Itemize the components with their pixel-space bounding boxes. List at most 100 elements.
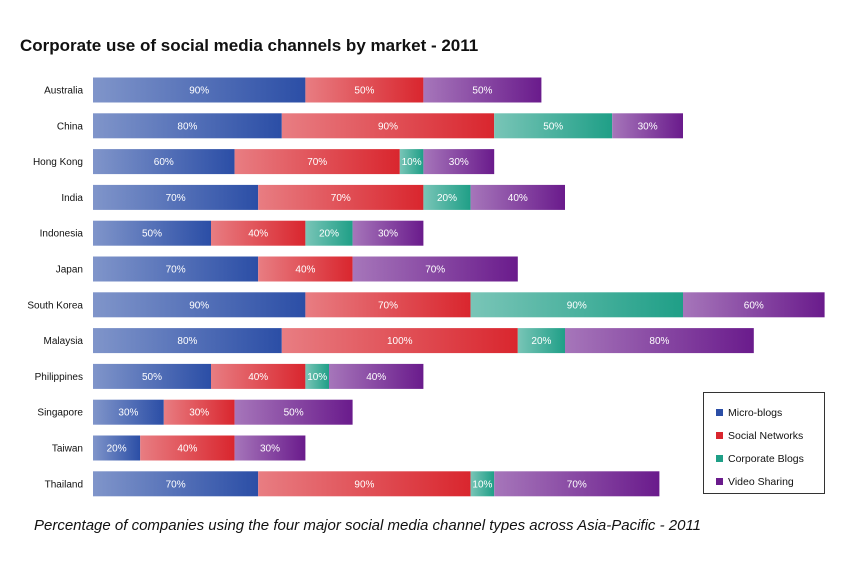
value-label-hong-kong-social-networks: 70%: [307, 157, 327, 168]
value-label-china-social-networks: 90%: [378, 121, 398, 132]
bar-thailand-corporate-blogs: [470, 471, 495, 497]
category-label-south-korea: South Korea: [27, 300, 83, 311]
value-label-australia-video-sharing: 50%: [472, 86, 492, 97]
value-label-philippines-micro-blogs: 50%: [142, 372, 162, 383]
bar-china-social-networks: [281, 113, 495, 139]
legend-swatch-video-sharing: [716, 478, 723, 485]
category-label-japan: Japan: [56, 265, 83, 276]
bar-malaysia-social-networks: [281, 328, 518, 354]
bar-india-video-sharing: [470, 184, 565, 210]
bar-indonesia-corporate-blogs: [305, 220, 353, 246]
value-label-philippines-corporate-blogs: 10%: [307, 372, 327, 383]
bar-singapore-video-sharing: [234, 399, 353, 425]
value-label-malaysia-corporate-blogs: 20%: [531, 336, 551, 347]
value-label-japan-video-sharing: 70%: [425, 265, 445, 276]
bar-australia-video-sharing: [423, 77, 542, 103]
value-label-indonesia-social-networks: 40%: [248, 229, 268, 240]
bar-taiwan-social-networks: [140, 435, 235, 461]
category-label-indonesia: Indonesia: [40, 229, 84, 240]
value-label-taiwan-micro-blogs: 20%: [107, 444, 127, 455]
value-label-south-korea-social-networks: 70%: [378, 300, 398, 311]
category-label-philippines: Philippines: [35, 372, 83, 383]
value-label-hong-kong-micro-blogs: 60%: [154, 157, 174, 168]
legend-item-micro-blogs: Micro-blogs: [716, 401, 824, 424]
bar-indonesia-video-sharing: [352, 220, 424, 246]
category-label-malaysia: Malaysia: [44, 336, 84, 347]
value-label-philippines-social-networks: 40%: [248, 372, 268, 383]
value-label-japan-social-networks: 40%: [295, 265, 315, 276]
category-label-china: China: [57, 121, 84, 132]
bar-indonesia-micro-blogs: [93, 220, 211, 246]
bar-taiwan-video-sharing: [234, 435, 306, 461]
value-label-india-corporate-blogs: 20%: [437, 193, 457, 204]
legend-label-micro-blogs: Micro-blogs: [728, 406, 783, 419]
bar-china-video-sharing: [612, 113, 683, 139]
bar-south-korea-social-networks: [305, 292, 471, 318]
bar-hong-kong-corporate-blogs: [399, 149, 424, 175]
legend: Micro-blogs Social Networks Corporate Bl…: [703, 392, 825, 494]
legend-item-video-sharing: Video Sharing: [716, 470, 824, 493]
category-label-australia: Australia: [44, 86, 83, 97]
value-label-australia-social-networks: 50%: [354, 86, 374, 97]
value-label-singapore-micro-blogs: 30%: [118, 408, 138, 419]
value-label-singapore-video-sharing: 50%: [284, 408, 304, 419]
value-label-taiwan-social-networks: 40%: [177, 444, 197, 455]
value-label-taiwan-video-sharing: 30%: [260, 444, 280, 455]
value-label-south-korea-micro-blogs: 90%: [189, 300, 209, 311]
value-label-hong-kong-corporate-blogs: 10%: [402, 157, 422, 168]
value-label-thailand-video-sharing: 70%: [567, 479, 587, 490]
legend-swatch-micro-blogs: [716, 409, 723, 416]
bar-south-korea-corporate-blogs: [470, 292, 683, 318]
value-label-india-video-sharing: 40%: [508, 193, 528, 204]
bar-philippines-social-networks: [211, 363, 306, 389]
bar-south-korea-video-sharing: [683, 292, 825, 318]
value-label-philippines-video-sharing: 40%: [366, 372, 386, 383]
value-label-india-social-networks: 70%: [331, 193, 351, 204]
value-label-australia-micro-blogs: 90%: [189, 86, 209, 97]
bar-malaysia-video-sharing: [565, 328, 754, 354]
bar-japan-video-sharing: [352, 256, 518, 282]
bar-hong-kong-social-networks: [234, 149, 400, 175]
bar-indonesia-social-networks: [211, 220, 306, 246]
value-label-indonesia-corporate-blogs: 20%: [319, 229, 339, 240]
bar-thailand-micro-blogs: [93, 471, 259, 497]
value-label-japan-micro-blogs: 70%: [166, 265, 186, 276]
value-label-china-corporate-blogs: 50%: [543, 121, 563, 132]
legend-item-corporate-blogs: Corporate Blogs: [716, 447, 824, 470]
legend-swatch-social-networks: [716, 432, 723, 439]
value-label-singapore-social-networks: 30%: [189, 408, 209, 419]
legend-item-social-networks: Social Networks: [716, 424, 824, 447]
bar-south-korea-micro-blogs: [93, 292, 306, 318]
bar-japan-micro-blogs: [93, 256, 259, 282]
bar-australia-micro-blogs: [93, 77, 306, 103]
bar-malaysia-corporate-blogs: [517, 328, 565, 354]
value-label-south-korea-video-sharing: 60%: [744, 300, 764, 311]
category-label-india: India: [61, 193, 83, 204]
legend-swatch-corporate-blogs: [716, 455, 723, 462]
bar-china-micro-blogs: [93, 113, 282, 139]
bar-singapore-social-networks: [163, 399, 235, 425]
category-label-hong-kong: Hong Kong: [33, 157, 83, 168]
chart-caption: Percentage of companies using the four m…: [34, 517, 702, 534]
value-label-thailand-micro-blogs: 70%: [166, 479, 186, 490]
value-label-malaysia-social-networks: 100%: [387, 336, 413, 347]
category-label-thailand: Thailand: [45, 479, 83, 490]
legend-label-corporate-blogs: Corporate Blogs: [728, 452, 804, 465]
bar-australia-social-networks: [305, 77, 424, 103]
value-label-indonesia-micro-blogs: 50%: [142, 229, 162, 240]
value-label-malaysia-micro-blogs: 80%: [177, 336, 197, 347]
bar-india-corporate-blogs: [423, 184, 471, 210]
bar-thailand-video-sharing: [494, 471, 660, 497]
bar-singapore-micro-blogs: [93, 399, 164, 425]
value-label-hong-kong-video-sharing: 30%: [449, 157, 469, 168]
value-label-thailand-corporate-blogs: 10%: [472, 479, 492, 490]
bar-philippines-video-sharing: [329, 363, 424, 389]
bar-philippines-micro-blogs: [93, 363, 211, 389]
legend-label-video-sharing: Video Sharing: [728, 475, 794, 488]
value-label-south-korea-corporate-blogs: 90%: [567, 300, 587, 311]
bar-taiwan-micro-blogs: [93, 435, 141, 461]
value-label-malaysia-video-sharing: 80%: [649, 336, 669, 347]
bar-philippines-corporate-blogs: [305, 363, 329, 389]
bar-china-corporate-blogs: [494, 113, 613, 139]
bar-india-micro-blogs: [93, 184, 259, 210]
